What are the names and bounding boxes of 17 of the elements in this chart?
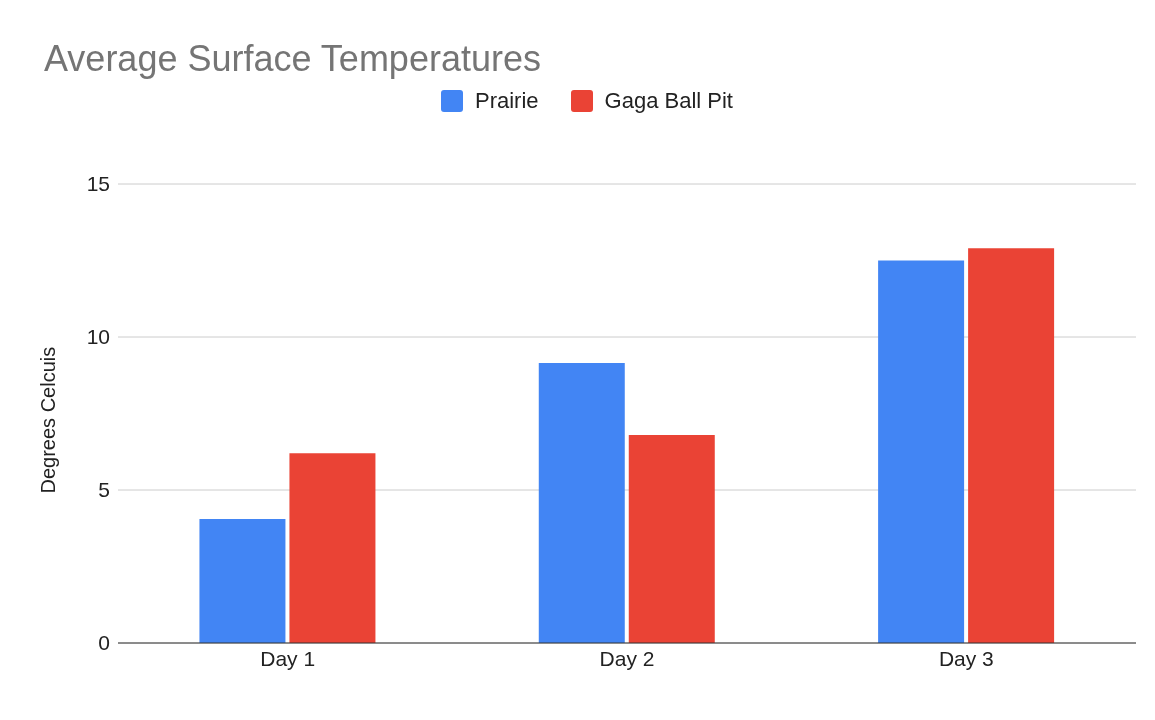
x-tick-label: Day 2 [599, 646, 655, 670]
bar [538, 363, 625, 643]
bar [289, 453, 376, 643]
y-tick-label: 10 [86, 325, 110, 349]
bar [878, 260, 965, 643]
y-tick-label: 15 [86, 172, 110, 196]
x-tick-label: Day 3 [938, 646, 994, 670]
bar [968, 248, 1055, 643]
bar [199, 519, 286, 643]
x-tick-label: Day 1 [260, 646, 316, 670]
bar [628, 434, 715, 643]
y-tick-label: 5 [98, 478, 110, 502]
legend-label: Prairie [474, 88, 539, 114]
legend-label: Gaga Ball Pit [603, 88, 733, 114]
y-tick-label: 0 [98, 631, 110, 655]
y-axis-title: Degrees Celcuis [37, 346, 60, 494]
chart-title: Average Surface Temperatures [44, 38, 541, 80]
